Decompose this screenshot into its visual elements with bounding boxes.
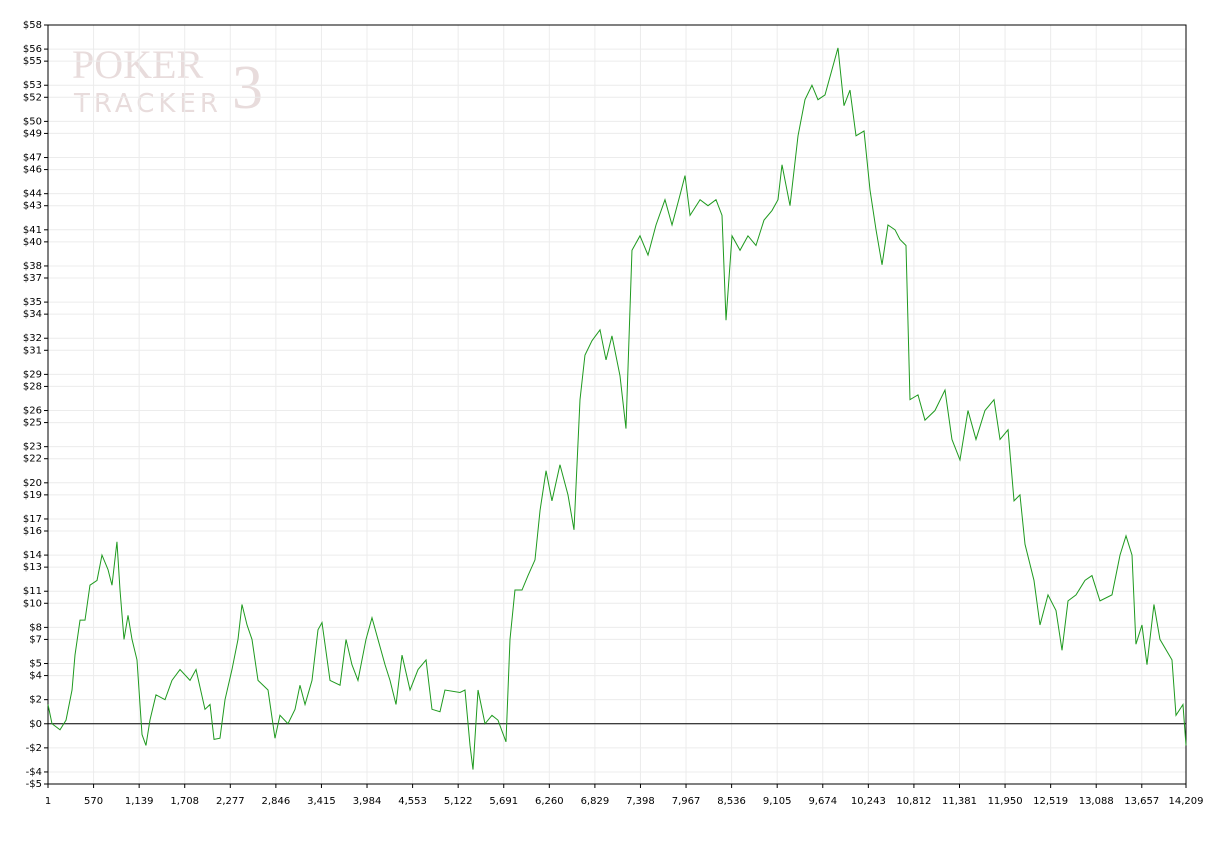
y-tick-label: $28 — [23, 381, 42, 392]
data-line — [47, 47, 1187, 770]
y-tick-label: $46 — [23, 165, 42, 176]
y-tick-label: $14 — [23, 550, 42, 561]
y-tick-label: $19 — [23, 490, 42, 501]
x-tick-label: 6,829 — [581, 796, 610, 807]
x-tick-label: 5,691 — [489, 796, 518, 807]
watermark-version: 3 — [232, 54, 263, 122]
x-tick-label: 9,674 — [808, 796, 837, 807]
x-tick-label: 13,088 — [1079, 796, 1114, 807]
x-tick-label: 3,984 — [353, 796, 382, 807]
x-tick-label: 6,260 — [535, 796, 564, 807]
y-tick-label: $20 — [23, 478, 42, 489]
x-tick-label: 570 — [84, 796, 103, 807]
y-tick-label: $56 — [23, 44, 42, 55]
x-tick-label: 9,105 — [763, 796, 792, 807]
y-tick-label: $38 — [23, 261, 42, 272]
y-tick-label: $26 — [23, 406, 42, 417]
y-tick-label: $37 — [23, 273, 42, 284]
watermark-product: TRACKER — [73, 89, 222, 119]
y-tick-label: $25 — [23, 418, 42, 429]
y-tick-label: $11 — [23, 586, 42, 597]
y-tick-label: $44 — [23, 189, 42, 200]
y-tick-label: $55 — [23, 56, 42, 67]
y-tick-label: $31 — [23, 345, 42, 356]
y-tick-label: $16 — [23, 526, 42, 537]
x-tick-label: 2,277 — [216, 796, 245, 807]
y-tick-label: $40 — [23, 237, 42, 248]
x-tick-label: 1,139 — [125, 796, 154, 807]
x-tick-label: 3,415 — [307, 796, 336, 807]
y-tick-label: $23 — [23, 442, 42, 453]
y-tick-label: $32 — [23, 333, 42, 344]
y-tick-label: $50 — [23, 116, 42, 127]
y-tick-label: $35 — [23, 297, 42, 308]
y-tick-label: $13 — [23, 562, 42, 573]
y-tick-label: $2 — [29, 695, 42, 706]
y-tick-label: $4 — [29, 671, 42, 682]
y-tick-label: $10 — [23, 598, 42, 609]
x-tick-label: 10,812 — [896, 796, 931, 807]
x-tick-label: 5,122 — [444, 796, 473, 807]
y-tick-label: $49 — [23, 128, 42, 139]
y-tick-label: $53 — [23, 80, 42, 91]
y-tick-label: $58 — [23, 20, 42, 31]
x-tick-label: 2,846 — [262, 796, 291, 807]
x-tick-label: 4,553 — [398, 796, 427, 807]
y-tick-label: $5 — [29, 659, 42, 670]
y-tick-label: $0 — [29, 719, 42, 730]
y-tick-label: $43 — [23, 201, 42, 212]
x-tick-label: 7,398 — [626, 796, 655, 807]
y-tick-label: -$2 — [26, 743, 42, 754]
y-tick-label: $29 — [23, 369, 42, 380]
y-tick-label: $7 — [29, 634, 42, 645]
y-tick-label: -$5 — [26, 779, 42, 790]
y-tick-label: $47 — [23, 153, 42, 164]
x-tick-label: 10,243 — [851, 796, 886, 807]
y-tick-label: $52 — [23, 92, 42, 103]
plot-border — [47, 24, 1187, 785]
x-tick-label: 11,381 — [942, 796, 977, 807]
y-tick-label: $8 — [29, 622, 42, 633]
x-tick-label: 11,950 — [988, 796, 1023, 807]
x-tick-label: 7,967 — [672, 796, 701, 807]
y-tick-label: -$4 — [26, 767, 42, 778]
x-tick-label: 12,519 — [1033, 796, 1068, 807]
x-tick-label: 14,209 — [1169, 796, 1204, 807]
x-tick-label: 1 — [45, 796, 51, 807]
x-tick-label: 13,657 — [1124, 796, 1159, 807]
x-tick-label: 8,536 — [717, 796, 746, 807]
y-tick-label: $22 — [23, 454, 42, 465]
x-tick-label: 1,708 — [170, 796, 199, 807]
y-tick-label: $17 — [23, 514, 42, 525]
y-tick-label: $41 — [23, 225, 42, 236]
y-tick-label: $34 — [23, 309, 42, 320]
